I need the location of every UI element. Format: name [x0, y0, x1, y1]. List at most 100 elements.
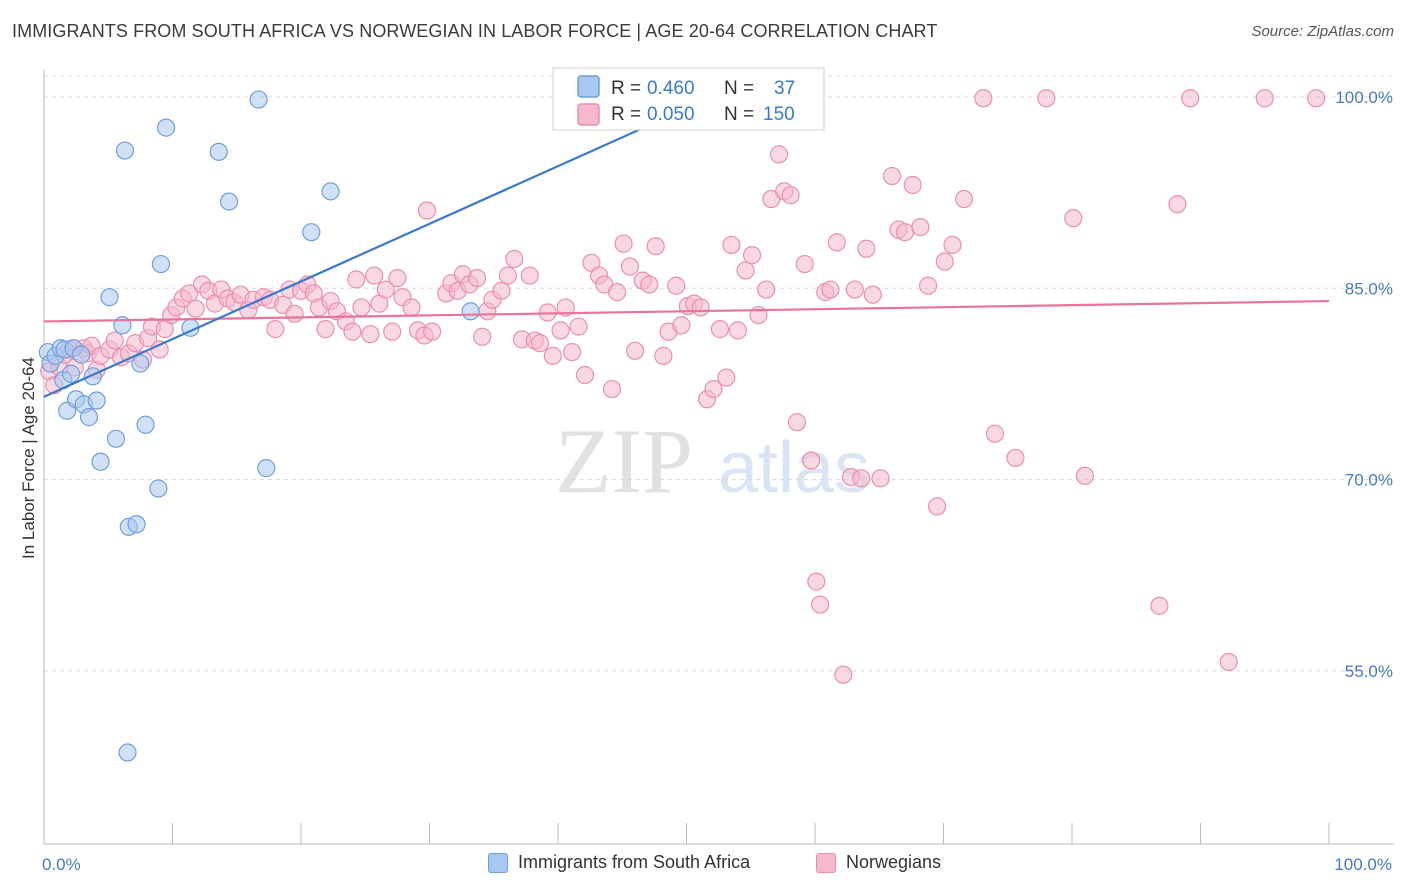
- norwegians-point-81: [543, 346, 562, 365]
- legend-r-label-blue: R =: [611, 78, 641, 99]
- x-ticks: [43, 823, 1330, 844]
- norwegians-point-107: [710, 320, 730, 339]
- norwegians-point-79: [530, 334, 550, 353]
- norwegians-point-83: [556, 298, 575, 317]
- south-africa-point-10: [72, 345, 91, 364]
- south-africa-point-17: [106, 429, 126, 448]
- norwegians-point-56: [383, 322, 402, 341]
- norwegians-point-134: [882, 166, 902, 186]
- norwegians-point-138: [911, 217, 930, 237]
- bottom-legend-label-norwegians: Norwegians: [846, 852, 942, 872]
- chart-source: Source: ZipAtlas.com: [1251, 23, 1394, 40]
- norwegians-point-49: [343, 322, 362, 341]
- legend-n-label-blue: N =: [724, 78, 754, 99]
- norwegians-point-122: [807, 572, 826, 591]
- norwegians-point-119: [787, 413, 807, 432]
- trendline-south-africa: [43, 95, 713, 398]
- norwegians-point-121: [802, 451, 821, 470]
- norwegians-point-150: [1150, 596, 1169, 615]
- legend-r-value-blue: 0.460: [647, 78, 695, 99]
- norwegians-point-69: [467, 268, 487, 288]
- norwegians-point-141: [935, 252, 954, 271]
- norwegians-point-101: [672, 316, 691, 335]
- norwegians-point-37: [266, 320, 285, 339]
- south-africa-point-34: [321, 182, 340, 201]
- norwegians-point-90: [602, 379, 622, 399]
- y-tick-labels: 55.0% 70.0% 85.0% 100.0%: [1335, 88, 1393, 681]
- norwegians-point-106: [704, 379, 723, 399]
- norwegians-point-86: [575, 365, 595, 385]
- norwegians-point-24: [180, 284, 199, 303]
- norwegians-point-116: [769, 145, 789, 164]
- norwegians-point-131: [857, 239, 876, 258]
- south-africa-point-25: [149, 479, 168, 498]
- legend-box: R = 0.460 N = 37 R = 0.050 N = 150: [552, 67, 825, 131]
- bottom-legend-item-norwegians: Norwegians: [816, 852, 941, 873]
- south-africa-point-22: [127, 515, 146, 534]
- norwegians-point-70: [473, 327, 492, 346]
- norwegians-point-62: [417, 201, 437, 220]
- south-africa-point-23: [131, 354, 150, 373]
- legend-swatch-pink: [577, 103, 600, 126]
- norwegians-point-50: [347, 270, 366, 289]
- norwegians-point-59: [402, 298, 421, 317]
- norwegians-point-104: [691, 298, 710, 317]
- norwegians-point-98: [654, 346, 673, 365]
- norwegians-point-97: [646, 237, 665, 256]
- south-africa-point-15: [91, 452, 110, 471]
- y-tick-label-85: 85.0%: [1345, 279, 1393, 298]
- norwegians-point-129: [845, 280, 864, 299]
- norwegians-point-109: [722, 235, 741, 255]
- norwegians-point-130: [852, 469, 871, 488]
- south-africa-point-12: [79, 408, 99, 427]
- legend-swatch-blue: [577, 75, 600, 98]
- y-tick-label-70: 70.0%: [1345, 471, 1393, 490]
- norwegians-point-111: [736, 261, 755, 280]
- south-africa-point-26: [151, 254, 171, 274]
- norwegians-point-25: [186, 299, 205, 318]
- bottom-legend-swatch-blue: [488, 852, 508, 873]
- y-axis-label: In Labor Force | Age 20-64: [19, 357, 38, 559]
- norwegians-point-82: [551, 321, 570, 340]
- norwegians-point-133: [871, 469, 890, 488]
- norwegians-point-154: [1255, 89, 1274, 108]
- norwegians-point-147: [1037, 89, 1056, 108]
- norwegians-point-120: [795, 254, 814, 274]
- norwegians-point-145: [985, 424, 1005, 443]
- norwegians-point-77: [520, 266, 539, 285]
- chart-title: IMMIGRANTS FROM SOUTH AFRICA VS NORWEGIA…: [12, 21, 938, 41]
- norwegians-point-149: [1075, 466, 1094, 485]
- norwegians-point-127: [834, 665, 853, 684]
- south-africa-point-14: [87, 391, 106, 410]
- norwegians-point-125: [821, 280, 840, 299]
- norwegians-point-151: [1168, 195, 1187, 214]
- norwegians-point-136: [895, 223, 915, 242]
- south-africa-points: [38, 90, 756, 762]
- norwegians-point-155: [1307, 89, 1326, 108]
- legend-n-value-blue: 37: [774, 78, 795, 99]
- legend-r-label-pink: R =: [611, 104, 641, 125]
- south-africa-point-29: [209, 142, 228, 161]
- norwegians-point-148: [1064, 209, 1083, 228]
- south-africa-point-7: [61, 364, 81, 383]
- x-tick-label-max: 100.0%: [1334, 855, 1392, 874]
- norwegians-point-93: [620, 257, 640, 276]
- norwegians-point-55: [376, 280, 395, 299]
- watermark: ZIP atlas: [555, 410, 870, 512]
- norwegians-point-45: [316, 320, 335, 339]
- norwegians-point-139: [918, 276, 938, 295]
- norwegians-point-110: [728, 321, 748, 340]
- south-africa-point-27: [156, 118, 176, 137]
- norwegians-point-142: [943, 235, 962, 255]
- legend-r-value-pink: 0.050: [647, 104, 695, 125]
- norwegians-point-12: [105, 331, 124, 350]
- norwegians-point-100: [667, 276, 686, 295]
- y-tick-label-100: 100.0%: [1335, 88, 1393, 107]
- norwegians-point-123: [811, 595, 830, 614]
- bottom-legend-item-south-africa: Immigrants from South Africa: [488, 852, 750, 873]
- norwegians-point-144: [974, 89, 993, 108]
- bottom-legend-swatch-pink: [816, 852, 836, 873]
- south-africa-point-16: [100, 288, 119, 307]
- norwegians-point-126: [827, 233, 846, 252]
